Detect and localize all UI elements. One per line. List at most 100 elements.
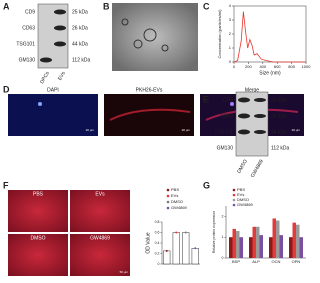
y-tick-label: 0 <box>222 256 224 260</box>
y-tick-label: 2 <box>229 31 232 36</box>
bar <box>296 224 300 258</box>
stain-image <box>70 190 130 232</box>
legend-dot <box>166 206 170 210</box>
bands <box>40 9 66 63</box>
bar <box>232 228 236 258</box>
lane-label: DPCs <box>39 70 51 85</box>
protein-label: GM130 <box>217 145 234 151</box>
bar <box>299 237 303 258</box>
vesicles <box>121 18 169 52</box>
image-title: DAPI <box>47 87 59 93</box>
y-tick-label: 0.8 <box>155 220 160 224</box>
panel-label: B <box>103 1 110 11</box>
x-tick-label: BSP <box>232 259 240 264</box>
dot <box>184 231 187 234</box>
y-axis-label: Concentration (particles/ml) <box>217 9 222 59</box>
bar <box>172 232 180 265</box>
bar <box>279 235 283 258</box>
scale-bar-label: 20 μm <box>86 128 95 132</box>
stain-image <box>8 234 68 276</box>
x-tick-label: 1000 <box>302 64 312 69</box>
x-tick-label: 400 <box>259 64 266 69</box>
y-tick-label: 4 <box>229 3 232 8</box>
bar <box>191 248 199 265</box>
y-tick-label: 0.6 <box>155 230 160 234</box>
bar <box>163 250 171 265</box>
plot-frame <box>233 5 307 63</box>
size-label: 25 kDa <box>271 97 287 103</box>
blot <box>37 3 69 69</box>
bar <box>229 237 233 258</box>
bar <box>252 226 256 258</box>
bar <box>292 222 296 258</box>
size-label: 44 kDa <box>271 129 287 135</box>
bar <box>259 235 263 258</box>
scale-bar-label: 50 μm <box>120 270 129 274</box>
legend-dot <box>166 194 170 198</box>
size-label: 25 kDa <box>72 9 88 15</box>
y-tick-label: 1 <box>229 45 232 50</box>
scale-bar-label: 20 μm <box>182 128 191 132</box>
y-tick-label: 2 <box>222 214 224 218</box>
panel-label: G <box>203 180 210 190</box>
legend-dot <box>166 188 170 192</box>
bar <box>272 218 276 258</box>
protein-label: TSG101 <box>214 129 233 135</box>
bands <box>238 97 266 135</box>
x-tick-label: OPN <box>292 259 301 264</box>
bar <box>239 237 243 258</box>
image-title: DMSO <box>31 235 46 241</box>
size-label: 112 kDa <box>72 57 90 63</box>
scale-bar-label: 20 μm <box>292 128 301 132</box>
image-title: Merge <box>245 87 259 93</box>
legend-dot <box>232 188 236 192</box>
dapi-image <box>8 94 98 136</box>
legend-label: EVs <box>237 192 244 197</box>
lane-label: EVs <box>57 70 67 81</box>
bar <box>276 220 280 258</box>
protein-label: TSG101 <box>16 41 35 47</box>
protein-label: CD9 <box>223 97 233 103</box>
legend-dot <box>232 203 236 207</box>
panel-label: E <box>203 94 209 104</box>
tem-image <box>112 3 198 71</box>
y-tick-label: 3 <box>229 17 232 22</box>
image-title: GW4869 <box>90 235 110 241</box>
y-axis-label: Relative protein expression <box>212 211 216 253</box>
panel-label: D <box>3 84 10 94</box>
x-tick-label: ALP <box>252 259 260 264</box>
stain-image <box>8 190 68 232</box>
bar <box>249 237 253 258</box>
bar <box>236 230 240 258</box>
protein-label: GM130 <box>19 57 36 63</box>
size-label: 26 kDa <box>72 25 88 31</box>
image-title: PBS <box>33 191 44 197</box>
size-label: 26 kDa <box>271 113 287 119</box>
size-label: 44 kDa <box>72 41 88 47</box>
size-curve <box>233 11 306 63</box>
legend-label: PBS <box>171 187 179 192</box>
bar <box>269 237 273 258</box>
bar <box>182 232 190 265</box>
panel-label: C <box>203 1 210 11</box>
legend-label: PBS <box>237 187 245 192</box>
legend-dot <box>166 200 170 204</box>
protein-label: CD9 <box>25 9 35 15</box>
x-tick-label: OCN <box>272 259 281 264</box>
x-axis-label: Size (nm) <box>259 70 281 76</box>
y-tick-label: 1 <box>222 235 224 239</box>
blot <box>235 91 269 157</box>
bar <box>256 226 260 258</box>
lane-label: GW4869 <box>250 158 265 178</box>
x-tick-label: 600 <box>274 64 281 69</box>
stain-image <box>70 234 130 276</box>
image-title: EVs <box>95 191 105 197</box>
legend-label: GW4869 <box>237 202 254 207</box>
y-tick-label: 0.2 <box>155 251 160 255</box>
pkh26-image <box>104 94 194 136</box>
legend-label: GW4869 <box>171 205 188 210</box>
legend-label: EVs <box>171 193 178 198</box>
x-tick-label: 200 <box>245 64 252 69</box>
legend-label: DMSO <box>171 199 183 204</box>
